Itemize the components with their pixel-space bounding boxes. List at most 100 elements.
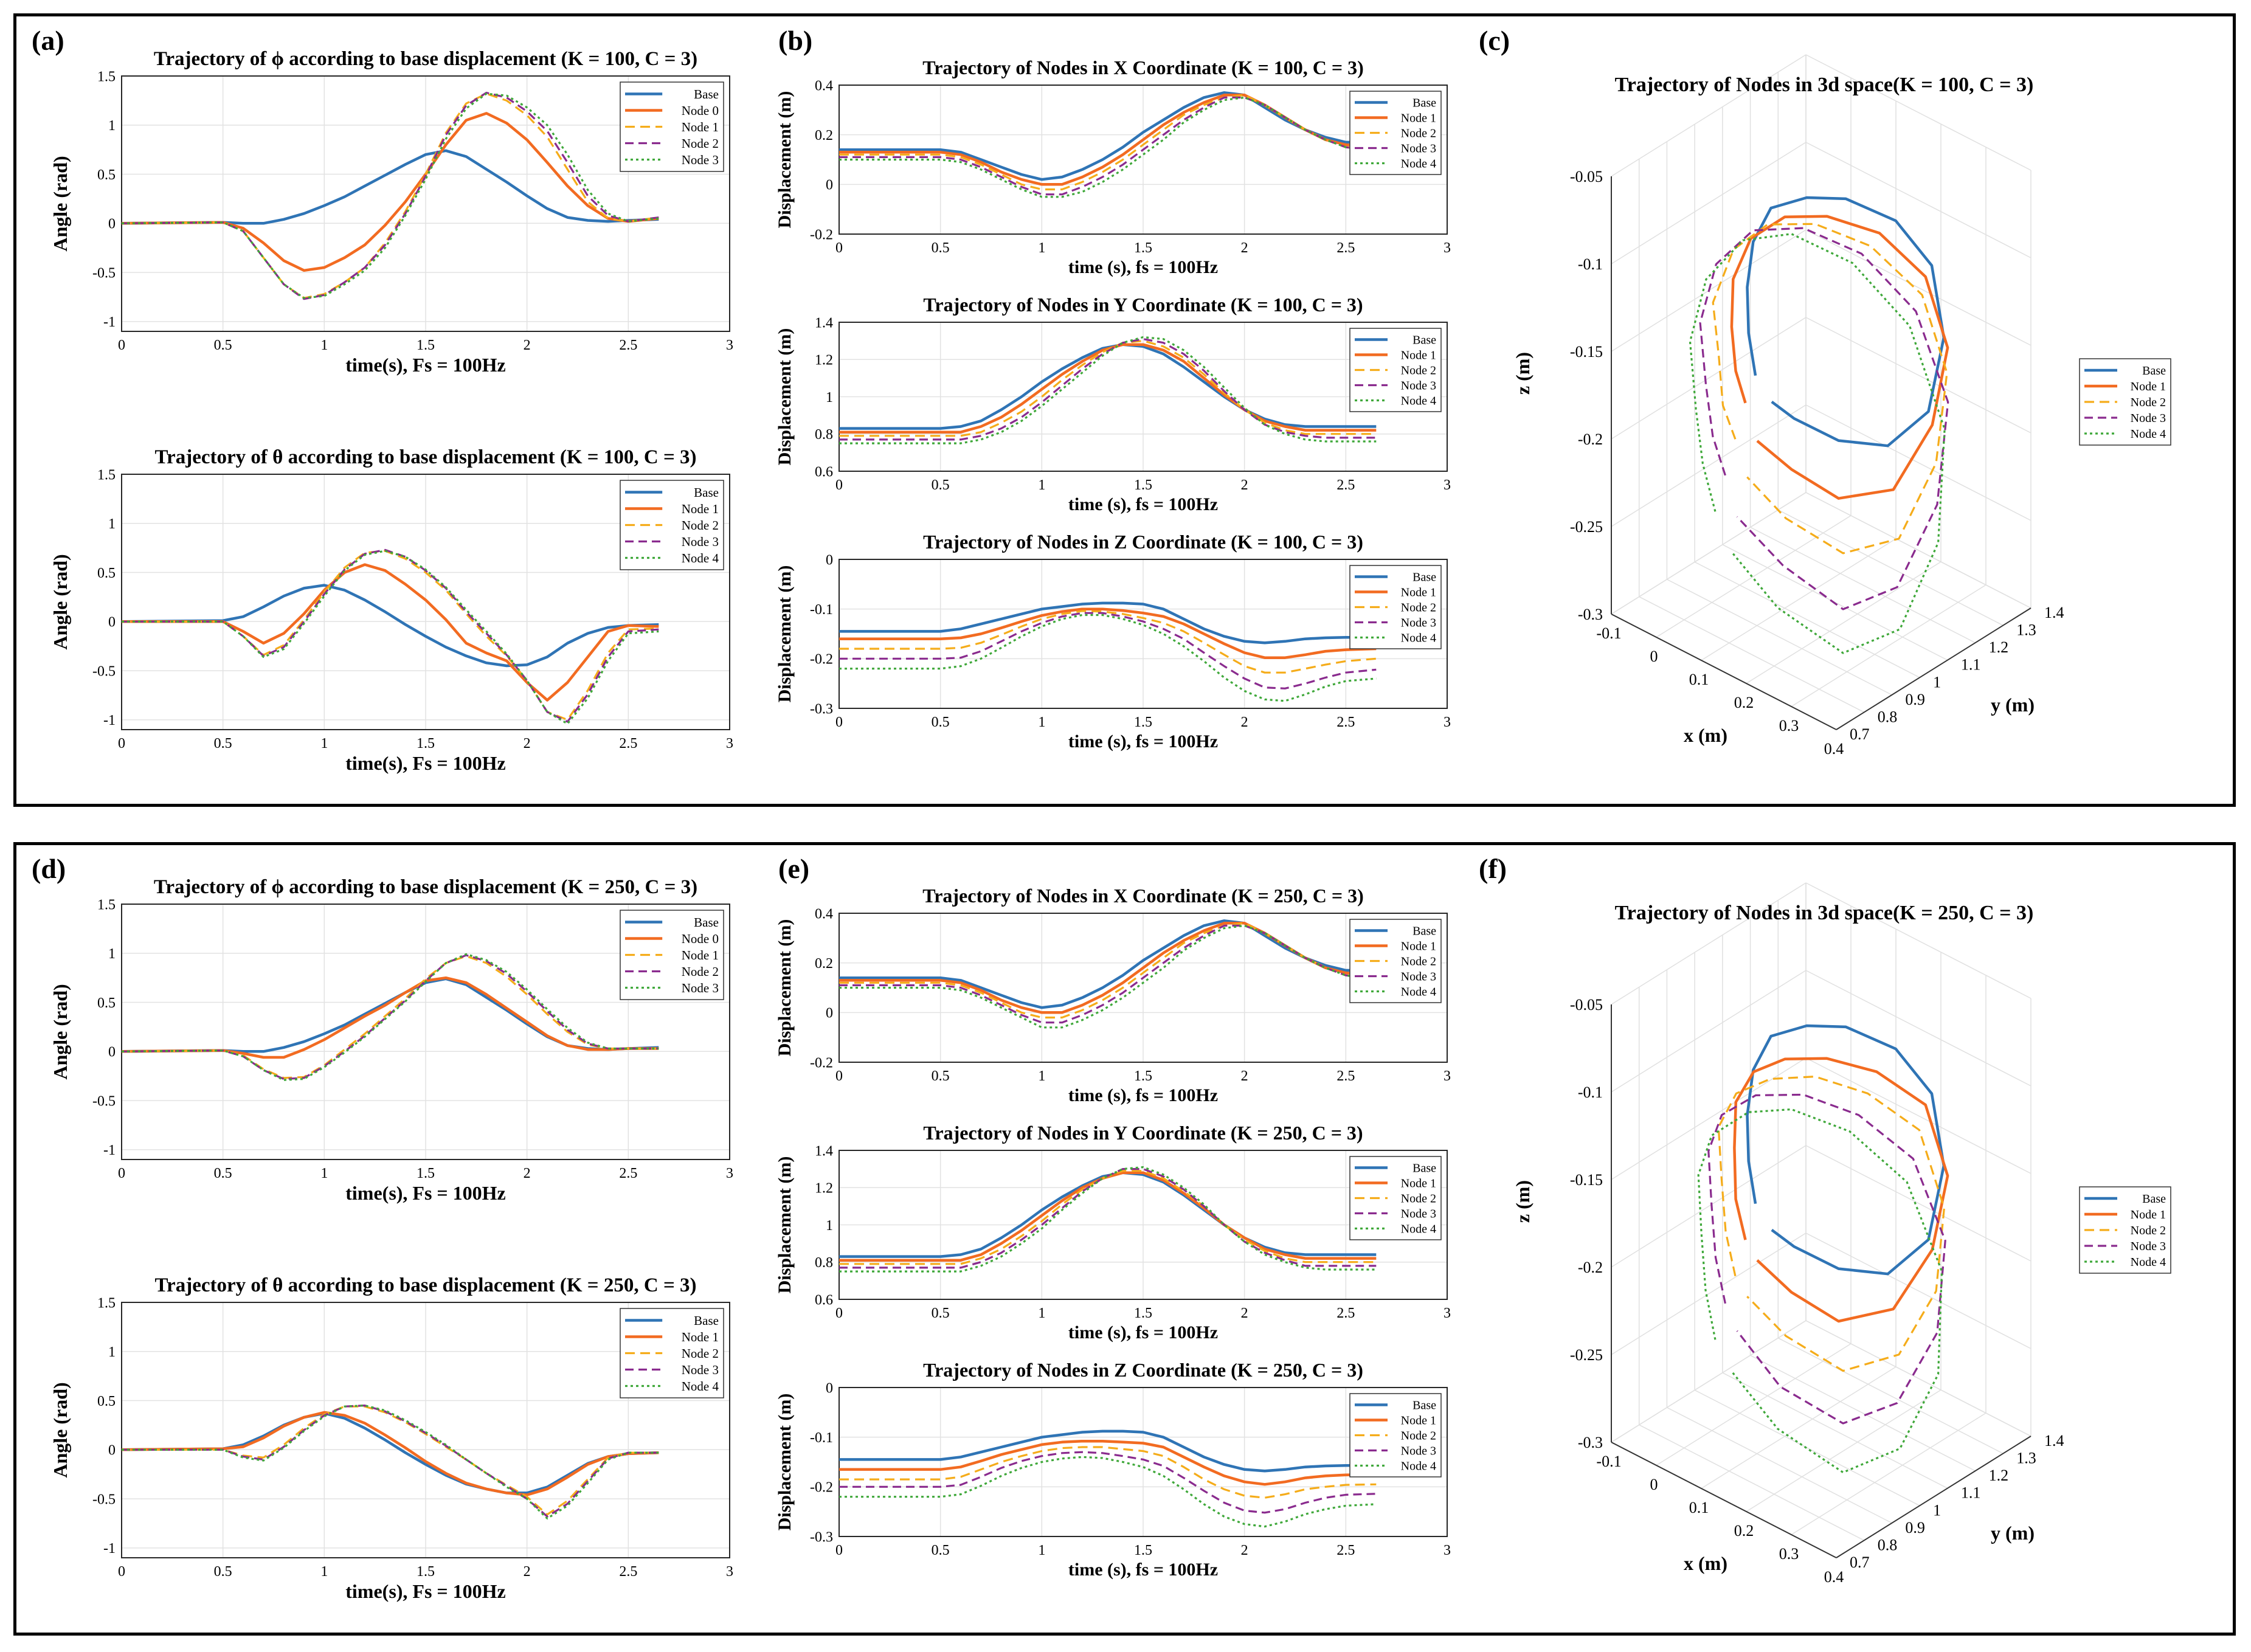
grid-wall-z [1611, 970, 1807, 1093]
legend-entry: Node 3 [1401, 379, 1436, 393]
series-line-node-2 [121, 954, 659, 1080]
grid-wall-z [1611, 142, 1807, 264]
x-tick-label: 0 [118, 1166, 125, 1181]
series-line-node-4 [839, 1456, 1377, 1528]
x-tick-label: 3 [1444, 240, 1451, 256]
x-tick-label: 1.5 [1134, 1305, 1152, 1321]
legend-entry: Node 4 [682, 551, 719, 565]
y-tick-label: 0.8 [1878, 708, 1898, 725]
series-line-node-2 [121, 91, 659, 300]
x-tick-label: 0 [1650, 648, 1658, 665]
legend-entry: Base [2142, 1192, 2166, 1206]
axes-box [121, 1302, 730, 1558]
chart-phi-k100: 0 0.5 1 1.5 2 2.5 3 -1 -0.5 0 0.5 1 1.5 Trajectory of… [49, 48, 733, 376]
x-tick-label: 1 [1038, 1068, 1045, 1084]
grid-wall-z [1805, 142, 2031, 258]
legend-entry: Node 2 [682, 964, 719, 979]
series-line-node-2 [839, 1446, 1377, 1499]
x-tick-label: 2.5 [619, 1564, 637, 1580]
x-tick-label: 2.5 [1336, 1068, 1355, 1084]
x-axis-label: time (s), fs = 100Hz [1068, 1560, 1218, 1580]
series-line-node-3 [839, 1167, 1377, 1269]
y-axis-label: Displacement (m) [775, 1394, 795, 1531]
series-line-base [121, 149, 659, 225]
y-tick-label: 0.7 [1850, 1554, 1870, 1571]
x-tick-label: 1 [1038, 714, 1045, 730]
series-line-node-2 [122, 550, 659, 721]
axes-box [121, 474, 730, 730]
grid-floor-y [1750, 527, 1976, 643]
legend-entry: Node 1 [2131, 1208, 2166, 1222]
z-tick-label: -0.3 [1578, 1434, 1603, 1451]
z-tick-label: -0.1 [1578, 1083, 1603, 1101]
legend-entry: Node 1 [2131, 380, 2166, 393]
chart-title: Trajectory of Nodes in Y Coordinate (K =… [923, 1122, 1363, 1144]
legend-entry: Node 1 [682, 948, 719, 963]
chart-title: Trajectory of Nodes in Z Coordinate (K =… [923, 531, 1363, 553]
x-tick-label: 0.5 [932, 477, 950, 493]
y-tick-label: 1.2 [1989, 1467, 2009, 1484]
y-tick-label: 0.5 [97, 1394, 116, 1409]
grid-wall-z [1805, 492, 2031, 609]
x-tick-label: 0.1 [1689, 1499, 1709, 1516]
y-tick-label: 1.5 [97, 1295, 116, 1311]
legend-entry: Node 0 [682, 103, 719, 118]
x-tick-label: 3 [1444, 477, 1451, 493]
z-axis-label: z (m) [1512, 1180, 1534, 1223]
x-tick-label: 0 [1650, 1476, 1658, 1493]
y-axis-label: Displacement (m) [775, 919, 795, 1057]
panel-tag-c: (c) [1479, 25, 1510, 56]
series-line-base [121, 584, 659, 668]
legend-entry: Node 3 [682, 1363, 719, 1377]
y-tick-label: 0 [108, 216, 116, 232]
legend-entry: Node 4 [682, 1379, 719, 1394]
legend-entry: Node 2 [1401, 364, 1436, 378]
y-axis-label: y (m) [1991, 694, 2035, 716]
x-axis-label: x (m) [1684, 1552, 1727, 1574]
legend-entry: Node 2 [2131, 396, 2166, 409]
x-axis-label: time(s), Fs = 100Hz [345, 752, 506, 774]
z-tick-label: -0.25 [1570, 518, 1603, 536]
series-line-node-4 [839, 336, 1377, 444]
chart-y-coord-k250: 0 0.5 1 1.5 2 2.5 3 0.6 0.8 1 1.2 1.4 Trajectory of … [775, 1122, 1451, 1343]
legend-entry: Node 2 [2131, 1224, 2166, 1237]
back-pane-xz [1806, 883, 2031, 1436]
panel-tag-a: (a) [32, 25, 64, 56]
x-tick-label: 0.5 [214, 337, 232, 353]
x-axis-label: x (m) [1684, 724, 1727, 746]
legend-entry: Node 3 [1401, 970, 1436, 984]
x-tick-label: 2 [1241, 1305, 1248, 1321]
grid-floor-x [1701, 1366, 1897, 1489]
grid-wall-z [1805, 317, 2031, 434]
x-tick-label: 0.5 [932, 1068, 950, 1084]
y-tick-label: 1.5 [97, 897, 116, 913]
y-tick-label: 1.1 [1961, 656, 1981, 674]
x-tick-label: 1.5 [417, 736, 435, 752]
y-axis-label: Angle (rad) [49, 984, 71, 1079]
x-tick-label: 2 [524, 337, 531, 353]
y-tick-label: 0.7 [1850, 725, 1870, 743]
series-line-node-1 [839, 1439, 1377, 1486]
series-line-base [839, 919, 1377, 1009]
legend-entry: Node 4 [1401, 157, 1436, 171]
chart-z-coord-k250: 0 0.5 1 1.5 2 2.5 3 -0.3 -0.2 -0.1 0 Trajectory of … [775, 1359, 1451, 1580]
legend-entry: Node 1 [1401, 940, 1436, 953]
y-tick-label: 0 [826, 178, 833, 193]
x-tick-label: 0.5 [932, 714, 950, 730]
y-tick-label: 0.4 [815, 78, 833, 94]
legend-box [620, 1308, 724, 1398]
legend-box [1349, 1393, 1442, 1477]
y-tick-label: 0 [826, 552, 833, 568]
z-tick-label: -0.15 [1570, 1171, 1603, 1189]
x-tick-label: 0.5 [932, 1543, 950, 1558]
y-tick-label: 0 [108, 1045, 116, 1060]
series-path-node-1 [1733, 1057, 1949, 1323]
chart-z-coord-k100: 0 0.5 1 1.5 2 2.5 3 -0.3 -0.2 -0.1 0 Trajectory of … [775, 531, 1451, 752]
x-tick-label: 0.5 [932, 1305, 950, 1321]
legend-entry: Node 4 [2131, 1256, 2166, 1269]
y-tick-label: 1 [1933, 673, 1941, 691]
